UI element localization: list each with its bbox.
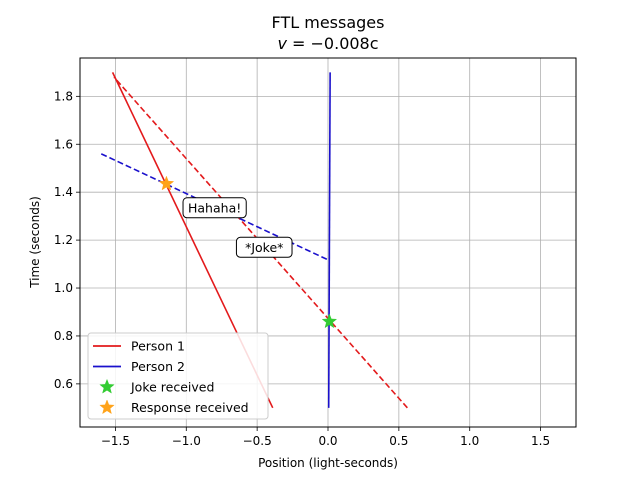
x-tick-label: −0.5 [243,434,272,448]
legend-entry-label: Joke received [130,380,214,395]
x-tick-label: 0.5 [389,434,408,448]
y-tick-label: 0.6 [54,377,73,391]
x-axis-label: Position (light-seconds) [258,456,398,470]
legend-swatch-star [99,378,115,394]
y-tick-label: 1.2 [54,233,73,247]
annotation-box [235,236,293,258]
chart-subtitle: v = −0.008c [277,34,378,53]
chart-title: FTL messages [272,13,385,32]
x-tick-label: −1.5 [101,434,130,448]
y-tick-label: 0.8 [54,329,73,343]
marker-star-response-received [158,175,175,191]
annotation-box [182,197,247,219]
grid [80,58,576,427]
legend-swatch-star [99,399,115,415]
y-axis-label: Time (seconds) [28,196,42,289]
legend-frame [87,332,269,420]
legend: Person 1 Person 2 Joke received Response re… [87,332,269,420]
y-ticks: 0.6 0.8 1.0 1.2 1.4 1.6 1.8 [54,89,80,391]
marker-star-joke-received [321,313,338,329]
markers-layer [158,175,338,329]
annotation-text: *Joke* [245,240,283,255]
series-line-person-2 [327,72,331,408]
x-tick-label: −1.0 [172,434,201,448]
x-tick-label: 1.5 [531,434,550,448]
y-tick-label: 1.4 [54,185,73,199]
y-tick-label: 1.0 [54,281,73,295]
y-tick-label: 1.6 [54,137,73,151]
annotations-layer: Hahaha! *Joke* [182,197,293,258]
legend-entry-label: Person 2 [131,359,185,374]
legend-entry-label: Person 1 [131,339,185,354]
y-tick-label: 1.8 [54,89,73,103]
legend-entry-label: Response received [131,400,249,415]
x-ticks: −1.5 −1.0 −0.5 0.0 0.5 1.0 1.5 [101,427,550,448]
annotation-text: Hahaha! [188,200,241,215]
x-tick-label: 0.0 [318,434,337,448]
x-tick-label: 1.0 [460,434,479,448]
